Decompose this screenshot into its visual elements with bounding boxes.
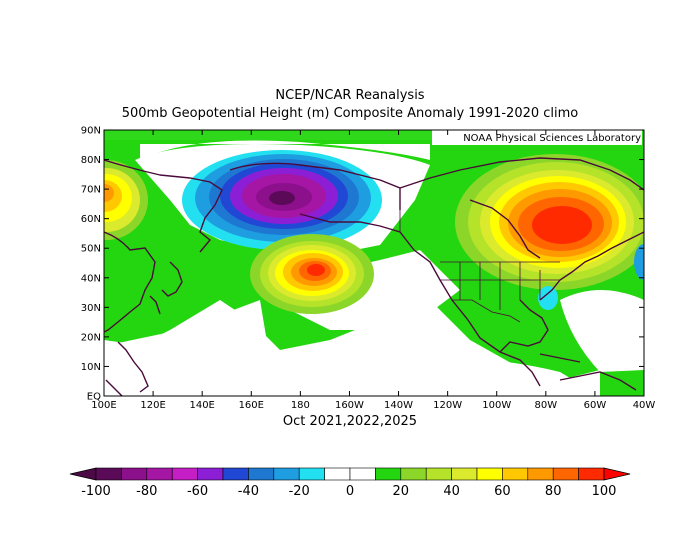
pacific-ridge-core <box>307 264 325 276</box>
colorbar-segment <box>222 467 249 481</box>
white-zone-equator <box>300 356 600 396</box>
white-zone-subtropics <box>104 300 270 396</box>
colorbar-tick-label: -60 <box>187 484 208 499</box>
colorbar-segment <box>248 467 275 481</box>
colorbar-tick-label: 40 <box>443 484 460 499</box>
us-mexico-border <box>452 299 521 323</box>
south-america-coastline <box>559 371 637 391</box>
lat-tick-label: 10N <box>81 362 101 373</box>
colorbar-tick-label: 100 <box>592 484 617 499</box>
colorbar-segment <box>476 467 503 481</box>
colorbar-tick-label: 80 <box>545 484 562 499</box>
asia-coastline <box>104 231 156 333</box>
map-date-label: Oct 2021,2022,2025 <box>282 414 418 429</box>
colorbar-segment <box>324 467 351 481</box>
colorbar-segment <box>197 467 224 481</box>
colorbar-segment <box>451 467 478 481</box>
colorbar-segment <box>349 467 376 481</box>
us-state-lines <box>440 262 560 310</box>
lat-tick-label: 50N <box>81 244 101 255</box>
colorbar-segment <box>502 467 529 481</box>
colorbar-segment <box>375 467 402 481</box>
colorbar-tick-label: 60 <box>494 484 511 499</box>
colorbar: -100 -80 -60 -40 -20 0 20 40 60 80 100 <box>69 467 631 499</box>
philippines-coastline <box>117 341 149 393</box>
alaska-north-coastline <box>229 162 401 210</box>
colorbar-tick-label: -40 <box>238 484 259 499</box>
gulf-coast <box>499 299 549 353</box>
lon-tick-label: 100E <box>91 400 116 411</box>
japan-coastline <box>161 261 183 297</box>
colorbar-segment <box>298 467 325 481</box>
lon-tick-label: 120W <box>433 400 462 411</box>
colorbar-tick-label: -80 <box>136 484 157 499</box>
colorbar-tick-label: -20 <box>289 484 310 499</box>
atlantic-coast-north-america <box>539 231 644 301</box>
lon-tick-label: 140E <box>189 400 214 411</box>
lon-tick-label: 140W <box>384 400 413 411</box>
credit-label: NOAA Physical Sciences Laboratory <box>463 133 641 144</box>
colorbar-segment <box>578 467 605 481</box>
canada-arctic-coastline <box>399 157 644 191</box>
colorbar-tick-label: -100 <box>81 484 111 499</box>
colorbar-tick-label: 20 <box>393 484 410 499</box>
bering-trough-core <box>269 191 295 205</box>
hudson-bay-coastline <box>469 199 541 259</box>
lon-tick-label: 100W <box>482 400 511 411</box>
lon-tick-label: 60W <box>584 400 607 411</box>
latitude-axis: 90N 80N 70N 60N 50N 40N 30N 20N 10N EQ <box>81 126 644 403</box>
lon-tick-label: 40W <box>633 400 656 411</box>
lat-tick-label: 40N <box>81 273 101 284</box>
colorbar-segment <box>527 467 554 481</box>
colorbar-over-arrow <box>603 467 631 481</box>
siberia-coastline <box>104 159 223 253</box>
political-boundaries <box>399 188 560 323</box>
colorbar-segment <box>552 467 579 481</box>
lon-tick-label: 80W <box>535 400 558 411</box>
colorbar-segment <box>121 467 148 481</box>
white-zone-polar <box>140 140 430 160</box>
lat-tick-label: 70N <box>81 185 101 196</box>
colorbar-segment <box>273 467 300 481</box>
colorbar-under-arrow <box>69 467 97 481</box>
lat-tick-label: 20N <box>81 332 101 343</box>
lat-tick-label: EQ <box>87 392 101 403</box>
map-subtitle-variable: 500mb Geopotential Height (m) Composite … <box>121 106 579 121</box>
caribbean-islands <box>539 353 581 363</box>
white-zone-atlantic <box>560 290 644 372</box>
indonesia-coastline <box>105 379 123 396</box>
lon-tick-label: 180 <box>291 400 310 411</box>
anomaly-field <box>104 130 644 396</box>
colorbar-segment <box>171 467 198 481</box>
canada-ridge-core <box>532 206 592 244</box>
coastlines <box>104 157 644 396</box>
colorbar-segment <box>146 467 173 481</box>
alaska-south-coastline <box>299 213 415 251</box>
lat-tick-label: 60N <box>81 214 101 225</box>
asia-ridge-core <box>104 184 114 202</box>
lon-tick-label: 160E <box>239 400 264 411</box>
map-title: NCEP/NCAR Reanalysis <box>275 88 425 103</box>
pacific-coast-north-america <box>413 249 541 387</box>
lat-tick-label: 90N <box>81 126 101 137</box>
lat-tick-label: 80N <box>81 155 101 166</box>
colorbar-segment <box>400 467 427 481</box>
colorbar-segment <box>95 467 122 481</box>
longitude-axis: 100E 120E 140E 160E 180 160W 140W 120W 100W 80W 60… <box>91 130 655 411</box>
colorbar-tick-label: 0 <box>346 484 354 499</box>
lon-tick-label: 160W <box>335 400 364 411</box>
taiwan-coastline <box>149 295 161 315</box>
credit-box <box>432 130 642 145</box>
lon-tick-label: 120E <box>140 400 165 411</box>
east-coast-trough <box>538 286 558 310</box>
lat-tick-label: 30N <box>81 303 101 314</box>
colorbar-segment <box>425 467 452 481</box>
atlantic-trough <box>634 244 644 280</box>
map-frame <box>103 129 645 397</box>
